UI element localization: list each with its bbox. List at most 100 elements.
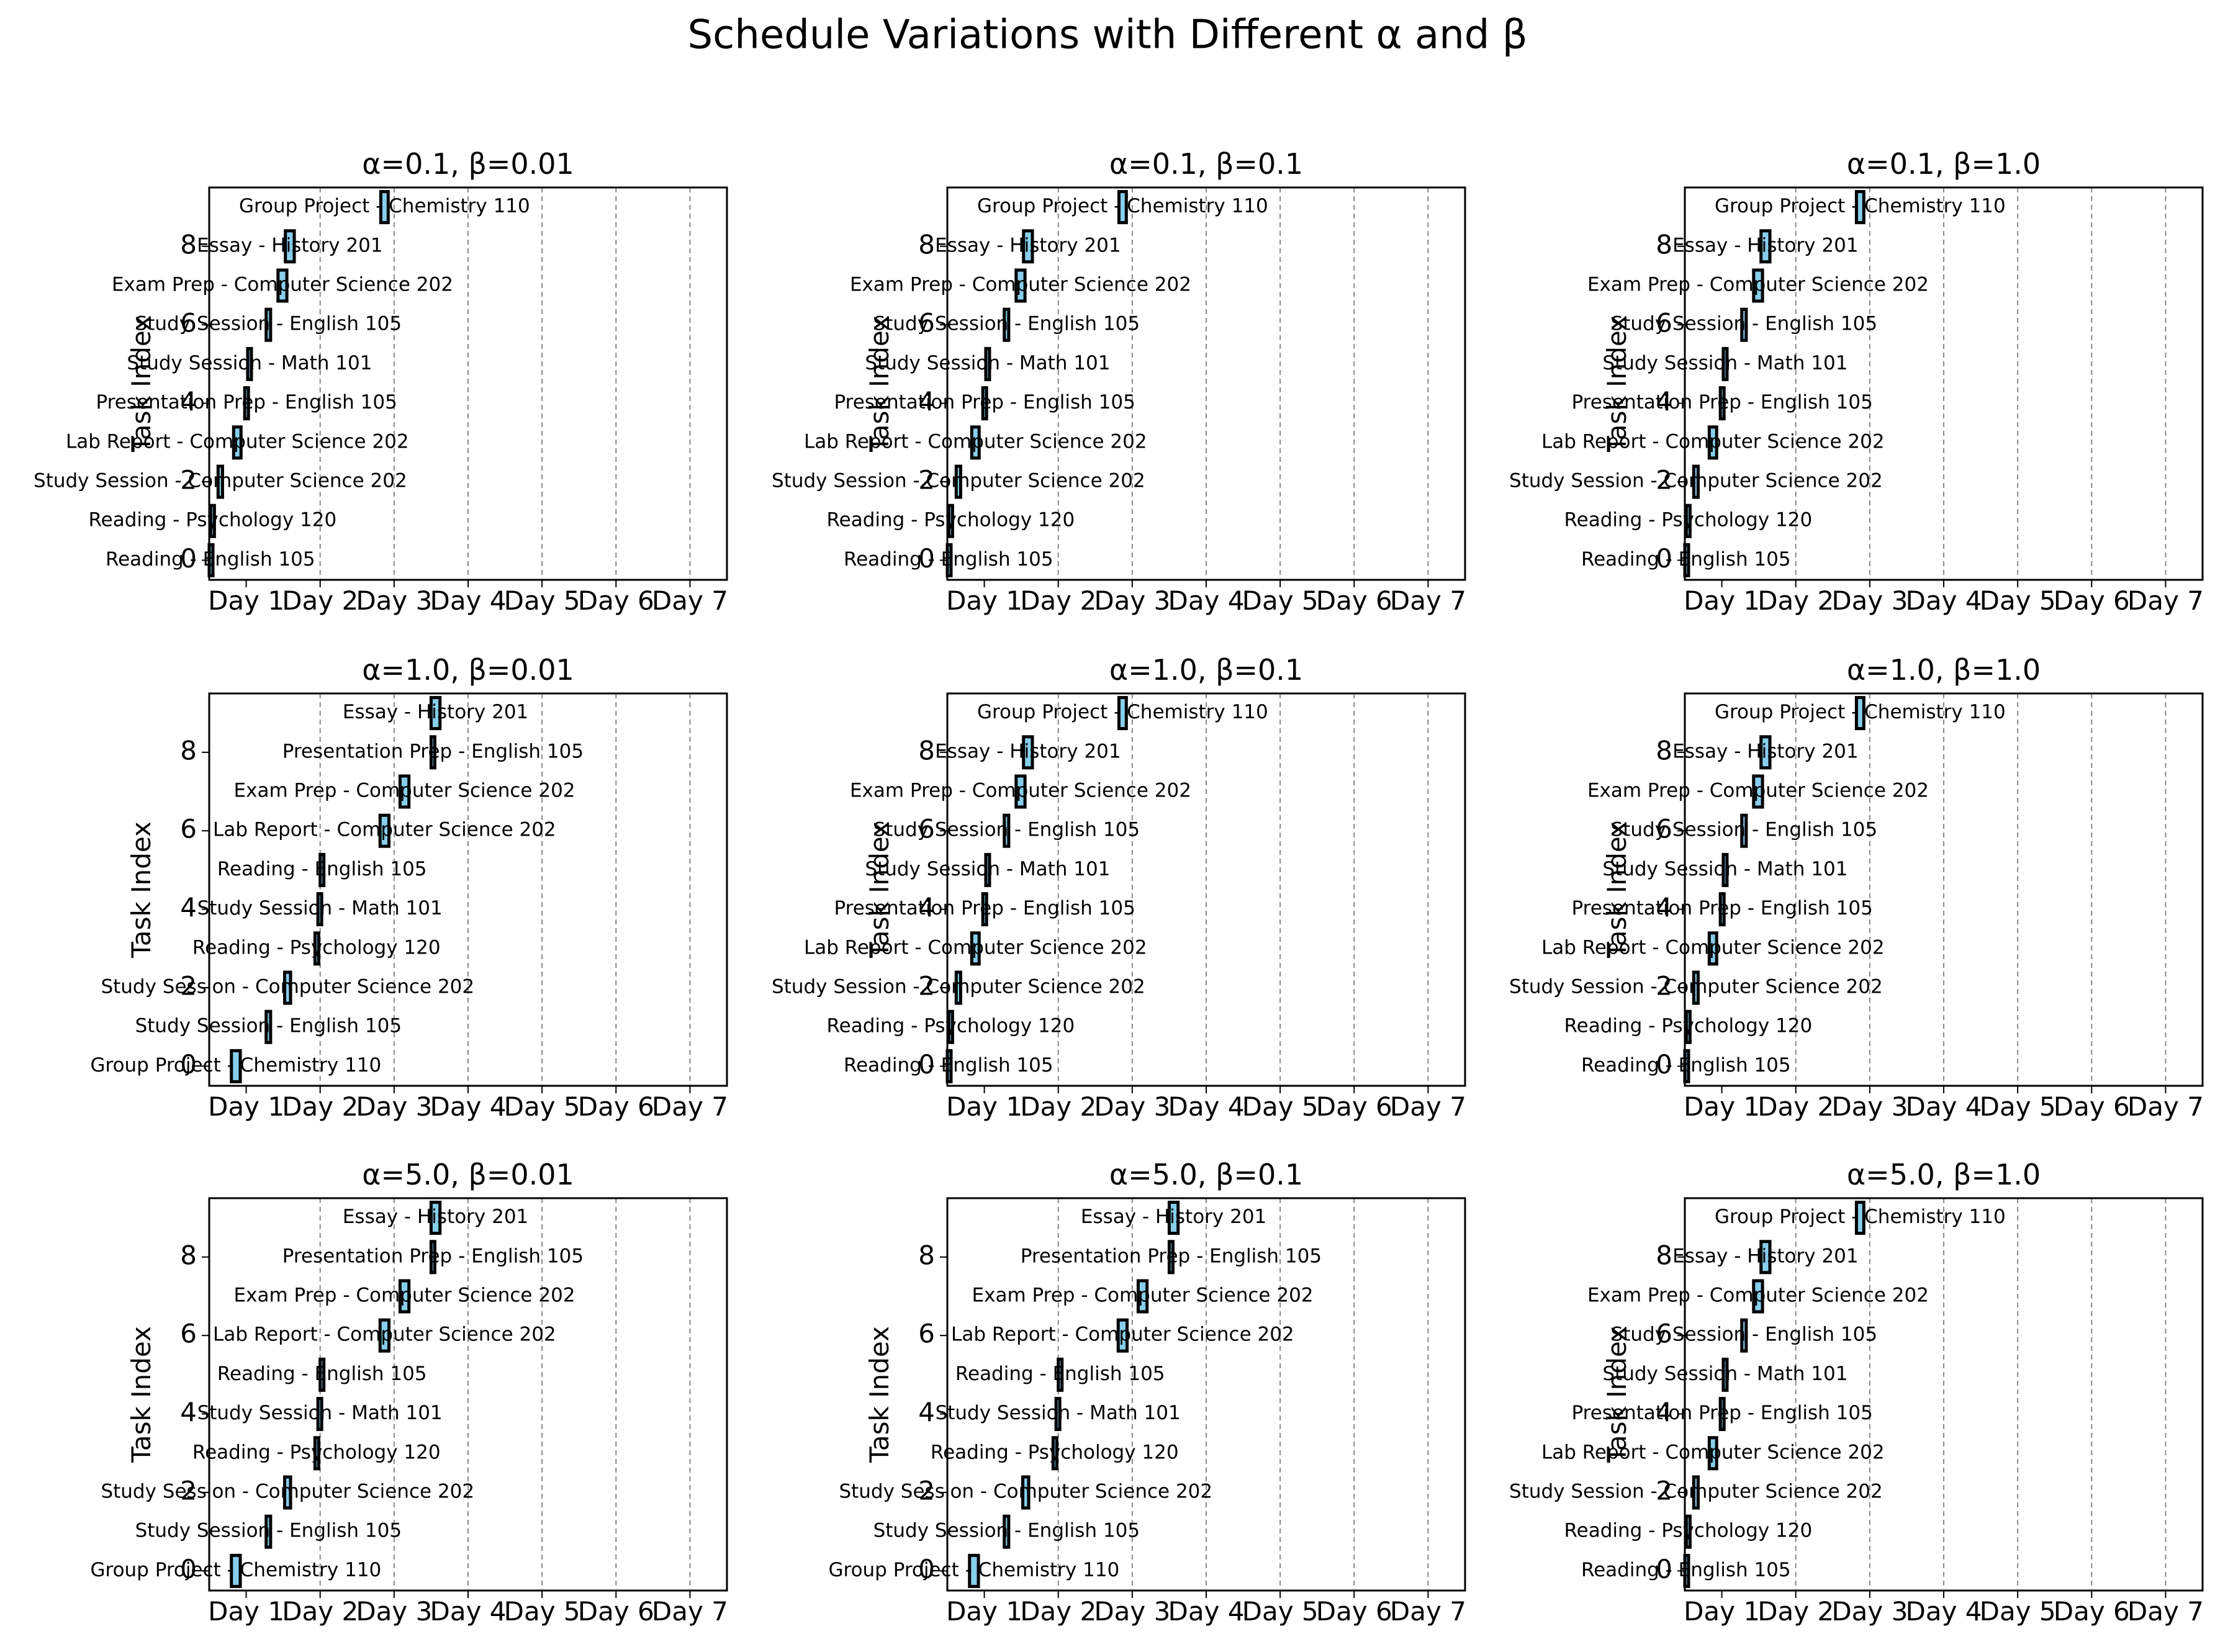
task-bar — [981, 386, 988, 421]
y-axis-label: Task Index — [1602, 315, 1632, 453]
task-bar — [1740, 1318, 1748, 1353]
task-bar — [209, 503, 216, 538]
x-tick-label: Day 3 — [1831, 1596, 1908, 1627]
task-label: Lab Report - Computer Science 202 — [1541, 1441, 1885, 1463]
task-label: Study Session - Computer Science 202 — [34, 470, 407, 492]
task-bar — [1117, 190, 1128, 225]
x-tick-label: Day 6 — [2054, 1596, 2130, 1627]
y-tick-label: 2 — [918, 971, 935, 1001]
x-tick-label: Day 7 — [1390, 1596, 1466, 1627]
x-tick-label: Day 3 — [1094, 1091, 1170, 1122]
task-label: Study Session - Math 101 — [936, 1402, 1181, 1424]
task-label: Lab Report - Computer Science 202 — [213, 819, 556, 841]
x-tick-label: Day 4 — [1168, 585, 1244, 616]
x-tick-label: Day 4 — [430, 585, 506, 616]
x-tick-label: Day 1 — [1684, 1596, 1760, 1627]
y-tick-label: 8 — [1656, 735, 1672, 765]
task-bar — [316, 892, 323, 927]
task-label: Group Project - Chemistry 110 — [90, 1054, 381, 1077]
task-label: Study Session - Computer Science 202 — [1509, 470, 1883, 492]
x-tick-label: Day 2 — [1020, 1091, 1096, 1122]
task-label: Lab Report - Computer Science 202 — [804, 430, 1147, 453]
task-label: Study Session - Math 101 — [865, 858, 1110, 880]
y-axis-label: Task Index — [1602, 1326, 1632, 1463]
task-bar — [378, 1318, 391, 1353]
task-bar — [398, 1279, 411, 1314]
task-bar — [1117, 696, 1128, 731]
task-bar — [981, 892, 988, 927]
y-tick-label: 8 — [918, 229, 935, 260]
x-tick-label: Day 4 — [430, 1091, 506, 1122]
task-bar — [947, 503, 954, 538]
task-label: Presentation Prep - English 105 — [1021, 1245, 1322, 1267]
y-tick-label: 8 — [180, 229, 197, 260]
task-label: Essay - History 201 — [343, 1206, 528, 1228]
subplot-title: α=0.1, β=0.1 — [1109, 147, 1303, 181]
subplot-title: α=1.0, β=1.0 — [1847, 653, 2041, 687]
task-bar — [1718, 892, 1726, 927]
y-tick-label: 4 — [1656, 1397, 1672, 1427]
task-bar — [1003, 307, 1011, 342]
task-bar — [429, 1240, 436, 1275]
task-bar — [316, 1397, 323, 1432]
task-bar — [429, 735, 436, 770]
task-label: Study Session - English 105 — [873, 313, 1140, 335]
subplot-title: α=5.0, β=1.0 — [1847, 1158, 2041, 1191]
task-bar — [984, 346, 991, 381]
y-tick-label: 6 — [1656, 814, 1672, 844]
figure-suptitle: Schedule Variations with Different α and… — [687, 12, 1527, 58]
task-bar — [1854, 696, 1865, 731]
y-tick-label: 0 — [918, 1554, 935, 1584]
task-label: Presentation Prep - English 105 — [1571, 1402, 1872, 1424]
task-label: Reading - Psychology 120 — [1564, 1015, 1813, 1037]
subplot-grid: Reading - English 105 Reading - Psycholog… — [34, 147, 2204, 1627]
x-tick-label: Day 7 — [652, 585, 728, 616]
task-label: Presentation Prep - English 105 — [96, 391, 397, 413]
task-label: Lab Report - Computer Science 202 — [1541, 430, 1885, 453]
x-tick-label: Day 6 — [2054, 1091, 2130, 1122]
y-tick-label: 0 — [918, 543, 935, 574]
task-bar — [970, 425, 981, 460]
task-bar — [1718, 1397, 1726, 1432]
x-tick-label: Day 5 — [1242, 1091, 1319, 1122]
y-tick-label: 8 — [918, 735, 935, 765]
task-label: Exam Prep - Computer Science 202 — [850, 780, 1191, 802]
task-label: Study Session - English 105 — [135, 1015, 402, 1037]
task-label: Exam Prep - Computer Science 202 — [1587, 274, 1929, 296]
task-bar — [1707, 931, 1718, 966]
x-tick-label: Day 5 — [504, 1596, 580, 1627]
y-tick-label: 0 — [180, 543, 197, 574]
task-bar — [276, 268, 289, 303]
task-label: Essay - History 201 — [935, 740, 1121, 762]
task-label: Study Session - Computer Science 202 — [101, 976, 474, 998]
task-label: Essay - History 201 — [935, 234, 1121, 256]
task-bar — [1854, 190, 1865, 225]
y-tick-label: 4 — [918, 1397, 935, 1427]
task-label: Study Session - Math 101 — [1602, 1363, 1847, 1385]
task-bar — [264, 307, 273, 342]
task-label: Study Session - Computer Science 202 — [772, 976, 1145, 998]
x-tick-label: Day 3 — [1094, 1596, 1170, 1627]
y-axis-label: Task Index — [864, 1326, 895, 1463]
x-tick-label: Day 4 — [1905, 1596, 1982, 1627]
y-tick-label: 2 — [1656, 971, 1672, 1001]
task-bar — [313, 931, 320, 966]
x-tick-label: Day 5 — [1980, 1596, 2056, 1627]
task-label: Reading - English 105 — [1581, 1054, 1791, 1077]
task-label: Exam Prep - Computer Science 202 — [234, 1284, 575, 1307]
y-tick-label: 8 — [1656, 229, 1672, 260]
task-bar — [1759, 735, 1772, 770]
task-bar — [954, 464, 962, 499]
task-bar — [1684, 1009, 1692, 1044]
task-label: Exam Prep - Computer Science 202 — [234, 780, 575, 802]
x-tick-label: Day 7 — [1390, 1091, 1466, 1122]
task-label: Study Session - Math 101 — [127, 352, 372, 374]
task-label: Reading - Psychology 120 — [931, 1441, 1179, 1463]
x-tick-label: Day 3 — [1094, 585, 1170, 616]
y-tick-label: 0 — [1656, 543, 1672, 574]
task-label: Presentation Prep - English 105 — [282, 1245, 584, 1267]
task-label: Lab Report - Computer Science 202 — [951, 1324, 1294, 1346]
task-label: Study Session - Computer Science 202 — [772, 470, 1145, 492]
y-tick-label: 6 — [180, 814, 197, 844]
subplot-title: α=1.0, β=0.1 — [1109, 653, 1303, 687]
